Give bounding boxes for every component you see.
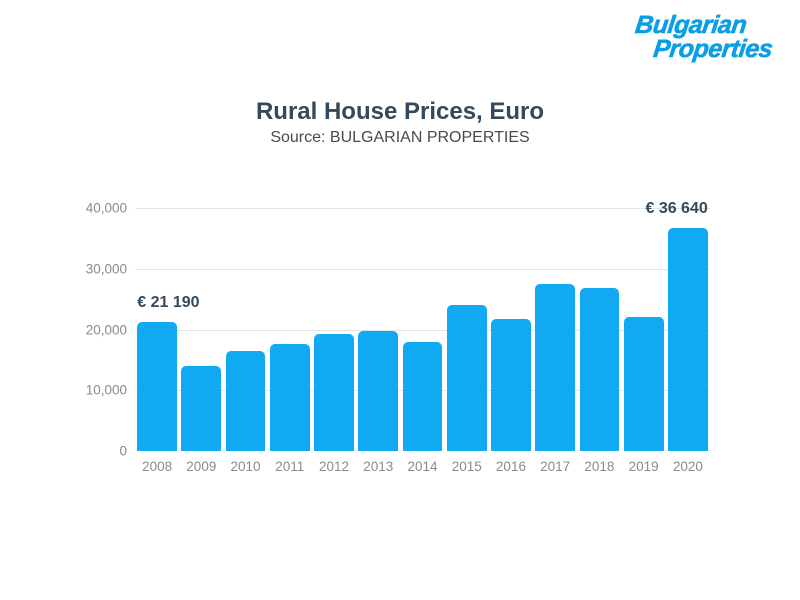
bar-2010 [225, 350, 266, 451]
bar-2020 [668, 228, 708, 451]
value-label-2020: € 36 640 [645, 200, 708, 218]
x-tick-label-2019: 2019 [628, 459, 659, 474]
x-tick-label-2020: 2020 [672, 459, 703, 474]
gridline [135, 268, 710, 270]
chart-subtitle: Source: BULGARIAN PROPERTIES [270, 129, 530, 146]
bar-2019 [623, 317, 664, 451]
bar-2011 [269, 344, 310, 451]
x-tick-label-2017: 2017 [540, 459, 571, 474]
bar-2017 [535, 283, 576, 451]
brand-logo-text-line2: Properties [652, 35, 775, 64]
bar-2015 [446, 304, 487, 451]
bar-2013 [358, 331, 399, 451]
bar-2014 [402, 341, 443, 451]
x-tick-label-2015: 2015 [451, 459, 482, 474]
x-tick-label-2018: 2018 [584, 459, 615, 474]
x-tick-label-2010: 2010 [230, 459, 261, 474]
chart-title: Rural House Prices, Euro [255, 98, 545, 125]
x-tick-label-2008: 2008 [142, 459, 173, 474]
bar-2012 [314, 333, 354, 451]
x-tick-label-2012: 2012 [319, 459, 350, 474]
brand-logo: Bulgarian Properties [631, 11, 776, 64]
bar-2009 [181, 365, 222, 451]
value-label-2008: € 21 190 [137, 294, 200, 312]
x-tick-label-2014: 2014 [407, 459, 438, 474]
y-tick-label: 10,000 [85, 382, 127, 398]
bar-2018 [579, 287, 620, 451]
bar-2008 [137, 322, 177, 451]
y-tick-label: 30,000 [85, 261, 127, 277]
plot-area: € 21 190 € 36 640 [135, 200, 710, 451]
x-axis: 2008 2009 2010 2011 2012 2013 2014 2015 2016 2017… [135, 459, 710, 477]
gridline [135, 208, 710, 209]
y-axis: 0 10,000 20,000 30,000 40,000 [50, 201, 127, 459]
y-tick-label: 0 [119, 443, 127, 459]
x-tick-label-2016: 2016 [495, 459, 526, 474]
brand-logo-text-line1: Bulgarian [634, 11, 749, 40]
gridline [135, 329, 710, 331]
x-tick-label-2011: 2011 [275, 459, 305, 474]
bar-2016 [491, 318, 531, 451]
x-tick-label-2013: 2013 [363, 459, 394, 474]
y-tick-label: 20,000 [85, 322, 127, 337]
y-tick-label: 40,000 [85, 200, 127, 216]
x-tick-label-2009: 2009 [186, 459, 217, 474]
